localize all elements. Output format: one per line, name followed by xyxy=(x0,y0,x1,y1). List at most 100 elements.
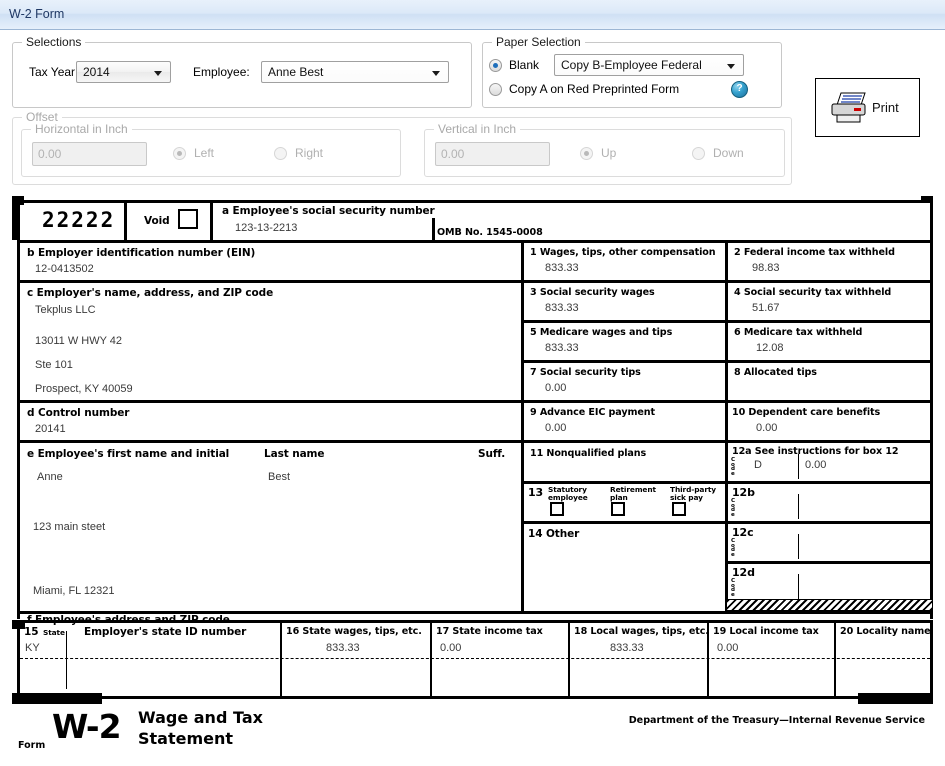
form-line xyxy=(798,574,800,599)
box-13-retirement-checkbox[interactable] xyxy=(611,502,625,516)
footer-form-number: W-2 xyxy=(52,707,122,746)
employee-last-name: Best xyxy=(268,471,291,483)
box-d-value: 20141 xyxy=(35,423,66,435)
form-line xyxy=(521,521,933,524)
radio-left[interactable] xyxy=(173,147,186,160)
w2-footer: Form xyxy=(0,706,945,766)
registration-mark-tr xyxy=(921,196,933,200)
box-19-value: 0.00 xyxy=(717,642,739,654)
paper-copy-select[interactable]: Copy B-Employee Federal xyxy=(554,54,744,76)
radio-copy-a-label: Copy A on Red Preprinted Form xyxy=(509,82,680,96)
radio-up[interactable] xyxy=(580,147,593,160)
box-12a-label: 12a See instructions for box 12 xyxy=(732,446,899,457)
form-line xyxy=(521,280,933,283)
box-1-value: 833.33 xyxy=(545,262,579,274)
radio-blank-label: Blank xyxy=(509,58,540,72)
footer-title-line-1: Wage and Tax xyxy=(138,708,263,727)
box-9-label: 9 Advance EIC payment xyxy=(530,407,656,418)
form-line xyxy=(17,200,20,619)
form-line xyxy=(798,454,800,479)
box-e-label: e Employee's first name and initial xyxy=(27,448,230,460)
form-line xyxy=(17,200,933,203)
form-line xyxy=(432,218,435,242)
box-13-retirement-label-1: Retirement xyxy=(610,485,656,494)
radio-right-label: Right xyxy=(295,146,324,160)
radio-copy-a[interactable] xyxy=(489,83,502,96)
box-13-thirdparty-label-1: Third-party xyxy=(670,485,717,494)
box-4-label: 4 Social security tax withheld xyxy=(734,287,892,298)
form-line xyxy=(210,200,213,242)
form-line xyxy=(17,620,20,699)
employee-label: Employee: xyxy=(193,65,250,79)
box-12b-label: 12b xyxy=(732,486,755,499)
box-15-state-label: State xyxy=(43,628,65,637)
horizontal-offset-group: Horizontal in Inch 0.00 Left Right xyxy=(21,122,401,177)
box-8-label: 8 Allocated tips xyxy=(734,367,817,378)
horizontal-offset-legend: Horizontal in Inch xyxy=(31,122,132,136)
employee-city-state-zip: Miami, FL 12321 xyxy=(33,585,115,597)
chevron-down-icon xyxy=(154,71,162,76)
box-12a-value: 0.00 xyxy=(805,459,827,471)
box-10-value: 0.00 xyxy=(756,422,778,434)
box-7-value: 0.00 xyxy=(545,382,567,394)
printer-icon xyxy=(831,92,866,123)
void-checkbox[interactable] xyxy=(178,209,198,229)
tax-year-select[interactable]: 2014 xyxy=(76,61,171,83)
form-line xyxy=(725,240,728,613)
box-c-label: c Employer's name, address, and ZIP code xyxy=(27,287,274,299)
employer-address-2: Ste 101 xyxy=(35,359,73,371)
employer-city-state-zip: Prospect, KY 40059 xyxy=(35,383,133,395)
paper-selection-legend: Paper Selection xyxy=(492,35,585,49)
paper-selection-group: Paper Selection Blank Copy B-Employee Fe… xyxy=(482,35,782,108)
state-row-divider xyxy=(20,658,930,659)
form-line xyxy=(568,620,570,698)
form-line xyxy=(17,696,933,699)
box-13-statutory-checkbox[interactable] xyxy=(550,502,564,516)
chevron-down-icon xyxy=(727,64,735,69)
employee-address: 123 main steet xyxy=(33,521,106,533)
box-5-value: 833.33 xyxy=(545,342,579,354)
print-button-label: Print xyxy=(872,100,899,115)
form-line xyxy=(798,494,800,519)
registration-mark-tl2 xyxy=(12,196,17,240)
paper-copy-value: Copy B-Employee Federal xyxy=(561,58,702,72)
print-button[interactable]: Print xyxy=(815,78,920,137)
box-6-label: 6 Medicare tax withheld xyxy=(734,327,863,338)
vertical-offset-legend: Vertical in Inch xyxy=(434,122,521,136)
box-15-label: 15 xyxy=(24,626,39,638)
form-line xyxy=(521,481,933,484)
form-line xyxy=(124,200,127,242)
form-line xyxy=(430,620,432,698)
box-13-label: 13 xyxy=(528,486,544,499)
form-line xyxy=(521,400,933,403)
radio-down[interactable] xyxy=(692,147,705,160)
help-icon[interactable]: ? xyxy=(731,81,748,98)
vertical-offset-value: 0.00 xyxy=(441,147,465,161)
box-5-label: 5 Medicare wages and tips xyxy=(530,327,673,338)
footer-form-word: Form xyxy=(18,740,46,751)
box-a-value: 123-13-2213 xyxy=(235,222,298,234)
box-13-thirdparty-checkbox[interactable] xyxy=(672,502,686,516)
radio-up-label: Up xyxy=(601,146,617,160)
box-3-value: 833.33 xyxy=(545,302,579,314)
radio-blank[interactable] xyxy=(489,59,502,72)
form-line xyxy=(521,360,933,363)
form-line xyxy=(17,611,933,614)
box-19-label: 19 Local income tax xyxy=(713,626,819,637)
box-3-label: 3 Social security wages xyxy=(530,287,655,298)
box-15-employer-state-id-label: Employer's state ID number xyxy=(84,626,247,638)
registration-mark-br xyxy=(858,693,933,704)
form-line xyxy=(17,240,933,243)
form-line xyxy=(17,400,523,403)
radio-right[interactable] xyxy=(274,147,287,160)
selections-legend: Selections xyxy=(22,35,86,49)
box-11-label: 11 Nonqualified plans xyxy=(530,448,647,459)
employee-select[interactable]: Anne Best xyxy=(261,61,449,83)
box-2-value: 98.83 xyxy=(752,262,780,274)
horizontal-offset-input[interactable]: 0.00 xyxy=(32,142,147,166)
vertical-offset-input[interactable]: 0.00 xyxy=(435,142,550,166)
box-a-label: a Employee's social security number xyxy=(222,205,435,217)
suffix-label: Suff. xyxy=(478,448,506,460)
